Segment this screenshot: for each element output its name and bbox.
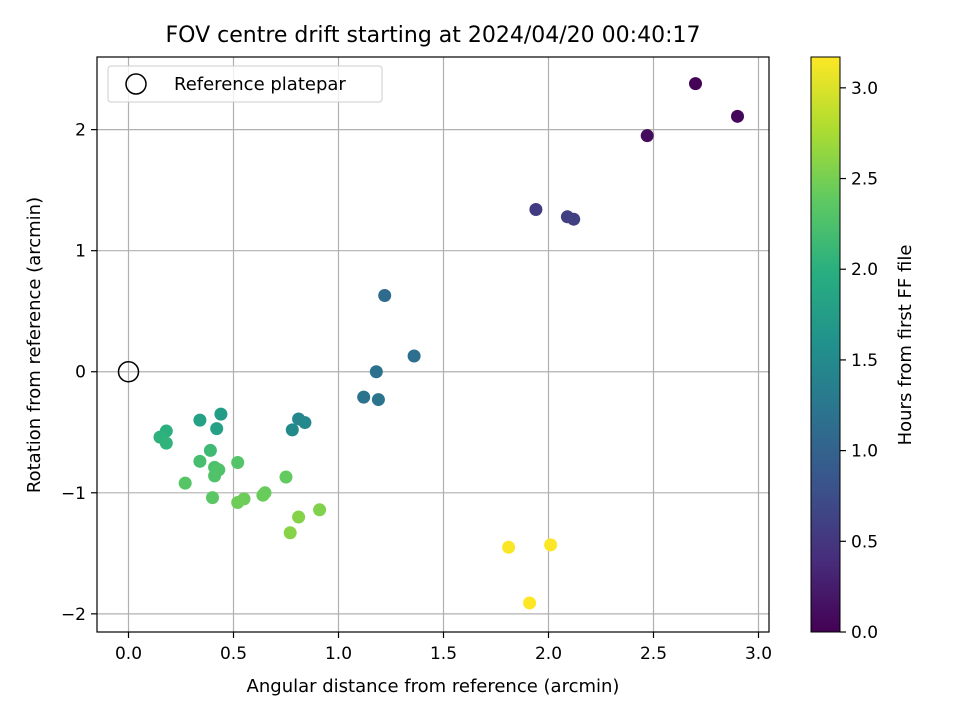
- colorbar-tick-label: 1.0: [851, 442, 878, 462]
- y-tick-label: −2: [61, 605, 86, 625]
- y-tick-label: −1: [61, 484, 86, 504]
- data-point: [313, 503, 327, 517]
- data-point: [208, 469, 222, 483]
- data-point: [178, 476, 192, 490]
- data-point: [285, 423, 299, 437]
- data-point: [279, 470, 293, 484]
- data-point: [206, 491, 219, 505]
- colorbar-label: Hours from first FF file: [895, 245, 916, 446]
- data-point: [231, 456, 245, 470]
- data-point: [502, 540, 516, 554]
- data-point: [407, 349, 421, 363]
- x-tick-label: 3.0: [745, 644, 772, 664]
- data-point: [371, 393, 385, 407]
- x-tick-label: 2.5: [640, 644, 667, 664]
- colorbar-ticks: 0.0 0.5 1.0 1.5 2.0 2.5 3.0: [840, 79, 878, 643]
- data-points: [153, 77, 744, 610]
- plot-frame: [96, 56, 770, 633]
- legend: Reference platepar: [107, 65, 383, 103]
- data-point: [298, 416, 312, 430]
- x-tick-label: 2.0: [535, 644, 562, 664]
- chart-title: FOV centre drift starting at 2024/04/20 …: [166, 23, 701, 48]
- grid-lines: [97, 57, 769, 632]
- data-point: [544, 538, 558, 552]
- y-tick-label: 2: [75, 121, 86, 141]
- data-point: [731, 109, 744, 123]
- data-point: [210, 422, 224, 436]
- data-point: [203, 443, 217, 457]
- x-tick-label: 1.0: [325, 644, 352, 664]
- colorbar-tick-label: 0.5: [851, 532, 878, 552]
- data-point: [214, 407, 228, 421]
- legend-entry-reference: Reference platepar: [174, 74, 346, 95]
- data-point: [283, 526, 297, 540]
- x-tick-label: 0.5: [220, 644, 247, 664]
- x-tick-label: 0.0: [115, 644, 142, 664]
- reference-marker-group: [117, 360, 140, 383]
- x-axis-label: Angular distance from reference (arcmin): [247, 676, 620, 697]
- colorbar-tick-label: 2.5: [851, 170, 878, 190]
- data-point: [523, 596, 537, 610]
- data-point: [159, 436, 173, 450]
- data-point: [689, 77, 702, 91]
- x-tick-label: 1.5: [430, 644, 457, 664]
- data-point: [369, 365, 383, 379]
- data-point: [231, 495, 245, 509]
- y-tick-label: 0: [75, 363, 86, 383]
- data-point: [529, 203, 543, 217]
- data-point: [193, 413, 207, 427]
- colorbar-tick-label: 1.5: [851, 351, 878, 371]
- y-axis-ticks: −2 −1 0 1 2: [61, 121, 97, 625]
- data-point: [357, 390, 371, 404]
- data-point: [567, 212, 581, 226]
- data-point: [193, 454, 207, 468]
- colorbar: 0.0 0.5 1.0 1.5 2.0 2.5 3.0 Hours from first F…: [810, 56, 916, 643]
- data-point: [292, 510, 306, 524]
- colorbar-gradient: [810, 56, 841, 633]
- y-tick-label: 1: [75, 242, 86, 262]
- x-axis-ticks: 0.0 0.5 1.0 1.5 2.0 2.5 3.0: [115, 632, 772, 664]
- legend-marker-icon: [125, 73, 147, 95]
- colorbar-tick-label: 0.0: [851, 623, 878, 643]
- y-axis-label: Rotation from reference (arcmin): [24, 197, 45, 493]
- data-point: [256, 488, 270, 502]
- colorbar-tick-label: 2.0: [851, 260, 878, 280]
- legend-box: [107, 65, 383, 103]
- data-point: [640, 129, 654, 143]
- data-point: [378, 288, 392, 302]
- reference-platepar-marker: [117, 360, 140, 383]
- colorbar-tick-label: 3.0: [851, 79, 878, 99]
